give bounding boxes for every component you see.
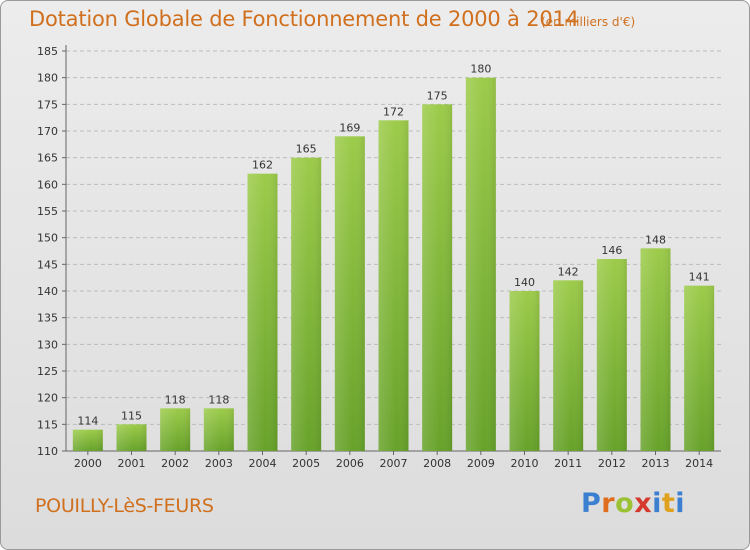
y-tick-label: 130 xyxy=(37,338,58,351)
value-label: 162 xyxy=(252,159,273,172)
x-tick-label: 2012 xyxy=(598,457,626,470)
y-tick-label: 175 xyxy=(37,98,58,111)
bar-shade xyxy=(72,429,103,451)
proxiti-logo: Proxiti xyxy=(581,488,686,519)
y-tick-label: 115 xyxy=(37,418,58,431)
y-tick-label: 145 xyxy=(37,258,58,271)
value-label: 141 xyxy=(689,271,710,284)
bar-shade xyxy=(640,248,671,451)
value-label: 148 xyxy=(645,233,666,246)
bar-shade xyxy=(509,291,540,451)
labels: 110 115 120 125 130 135 140 145 150 155 160 165 170 1… xyxy=(37,45,713,470)
bar-shade xyxy=(160,408,191,451)
bar-shade xyxy=(596,259,627,451)
x-tick-label: 2004 xyxy=(249,457,277,470)
y-tick-label: 150 xyxy=(37,232,58,245)
x-tick-label: 2014 xyxy=(685,457,713,470)
value-label: 146 xyxy=(601,244,622,257)
value-label: 118 xyxy=(165,393,186,406)
value-label: 115 xyxy=(121,409,142,422)
bar-shade xyxy=(465,77,496,452)
value-label: 172 xyxy=(383,105,404,118)
chart-title: Dotation Globale de Fonctionnement de 20… xyxy=(29,7,579,31)
x-tick-label: 2001 xyxy=(118,457,146,470)
bar-shade xyxy=(553,280,584,451)
y-tick-label: 120 xyxy=(37,392,58,405)
x-tick-label: 2006 xyxy=(336,457,364,470)
x-tick-label: 2008 xyxy=(423,457,451,470)
x-tick-label: 2009 xyxy=(467,457,495,470)
bar-shade xyxy=(116,424,147,451)
x-tick-label: 2002 xyxy=(161,457,189,470)
y-tick-label: 140 xyxy=(37,285,58,298)
y-tick-label: 110 xyxy=(37,445,58,458)
x-tick-label: 2000 xyxy=(74,457,102,470)
bar-shade xyxy=(422,104,453,451)
bar-shade xyxy=(291,157,322,451)
bar-shade xyxy=(378,120,409,451)
value-label: 165 xyxy=(296,143,317,156)
y-tick-label: 165 xyxy=(37,152,58,165)
y-tick-label: 125 xyxy=(37,365,58,378)
bar-shade xyxy=(247,173,278,451)
value-label: 114 xyxy=(77,415,98,428)
y-tick-label: 135 xyxy=(37,312,58,325)
y-tick-label: 185 xyxy=(37,45,58,58)
y-tick-label: 155 xyxy=(37,205,58,218)
bars xyxy=(72,77,715,452)
y-tick-label: 180 xyxy=(37,72,58,85)
commune-name: POUILLY-LèS-FEURS xyxy=(35,495,214,517)
value-label: 169 xyxy=(339,121,360,134)
x-tick-label: 2013 xyxy=(642,457,670,470)
bar-shade xyxy=(684,285,715,451)
y-tick-label: 160 xyxy=(37,178,58,191)
value-label: 142 xyxy=(558,265,579,278)
x-tick-label: 2003 xyxy=(205,457,233,470)
x-tick-label: 2005 xyxy=(292,457,320,470)
x-tick-label: 2011 xyxy=(554,457,582,470)
value-label: 175 xyxy=(427,89,448,102)
x-tick-label: 2007 xyxy=(380,457,408,470)
value-label: 140 xyxy=(514,276,535,289)
value-label: 118 xyxy=(208,393,229,406)
chart-subtitle: (en milliers d'€) xyxy=(541,15,636,29)
value-label: 180 xyxy=(470,63,491,76)
bar-shade xyxy=(334,136,365,452)
x-tick-label: 2010 xyxy=(511,457,539,470)
y-tick-label: 170 xyxy=(37,125,58,138)
bar-shade xyxy=(203,408,234,451)
